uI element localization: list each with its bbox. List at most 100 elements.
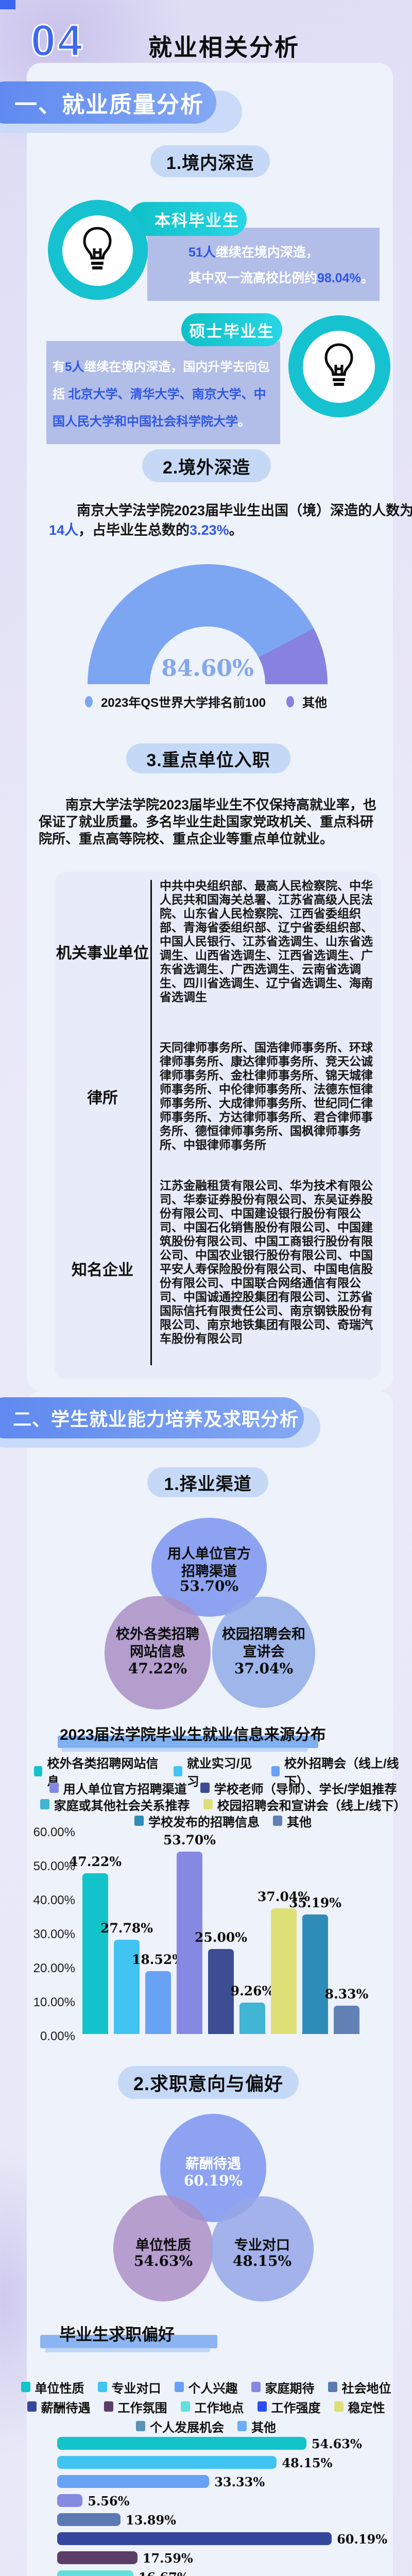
legend-item: 其他 xyxy=(273,1812,312,1830)
bachelor-panel: 51人继续在境内深造， 其中双一流高校比例约98.04%。 xyxy=(147,228,380,301)
venn-label: 薪酬待遇 xyxy=(185,2156,241,2172)
table-divider xyxy=(150,880,152,1365)
venn-pct: 60.19% xyxy=(183,2172,243,2189)
text-line: 括 北京大学、清华大学、南京大学、中 xyxy=(53,387,266,401)
venn-label: 单位性质 xyxy=(135,2238,191,2253)
legend-swatch-icon xyxy=(334,2401,344,2412)
legend-swatch-icon xyxy=(34,1766,43,1776)
page-title: 就业相关分析 xyxy=(148,34,300,61)
chart-title-pref: 毕业生求职偏好 xyxy=(59,2325,175,2344)
venn-label: 校外各类招聘 xyxy=(116,1626,199,1642)
legend-source-chart: 校外各类招聘网站信息 就业实习/见习 校外招聘会（线上/线下） 用人单位官方招聘渠道学… xyxy=(34,1757,412,1829)
intro-line: 院所、重点高等院校、重点企业等重点单位就业。 xyxy=(39,831,334,846)
venn-label: 宣讲会 xyxy=(243,1644,285,1659)
legend-item: 个人发展机会 xyxy=(136,2417,224,2435)
legend-label: 用人单位官方招聘渠道 xyxy=(63,1782,187,1797)
legend-swatch-icon xyxy=(174,2382,184,2392)
legend-label: 其他 xyxy=(287,1815,312,1829)
employers-table xyxy=(55,872,381,1380)
legend-label: 校园招聘会和宣讲会（线上/线下） xyxy=(217,1799,406,1813)
legend-item: 稳定性 xyxy=(334,2398,385,2416)
legend-item: 其他 xyxy=(237,2417,276,2435)
legend-label: 其他 xyxy=(251,2420,276,2435)
legend-label: 工作地点 xyxy=(194,2401,244,2415)
employers-intro: 南京大学法学院2023届毕业生不仅保持高就业率，也 保证了就业质量。多名毕业生赴国… xyxy=(39,796,387,848)
legend-label: 家庭或其他社会关系推荐 xyxy=(54,1799,190,1813)
legend-swatch-icon xyxy=(271,1766,280,1776)
legend-item: 工作强度 xyxy=(257,2398,321,2416)
legend-swatch-icon xyxy=(40,1799,49,1809)
pill-abroad: 2.境外深造 xyxy=(142,449,271,482)
row-label: 机关事业单位 xyxy=(56,945,149,962)
legend-swatch-icon xyxy=(97,2382,107,2392)
banner-quality-label: 一、就业质量分析 xyxy=(0,81,216,124)
bachelor-tag: 本科毕业生 xyxy=(129,202,247,236)
row-text: 江苏金融租赁有限公司、华为技术有限公司、华泰证券股份有限公司、东吴证券股份有限公… xyxy=(160,1179,373,1345)
abroad-paragraph: 南京大学法学院2023届毕业生出国（境）深造的人数为 14人，占毕业生总数的3.2… xyxy=(49,501,412,540)
legend-row: 薪酬待遇 工作氛围 工作地点 工作强度 稳定性 xyxy=(27,2397,385,2416)
lightbulb-icon xyxy=(322,342,355,392)
venn-pct: 37.04% xyxy=(234,1660,294,1677)
legend-label: 专业对口 xyxy=(111,2381,161,2396)
legend-item: 2023年QS世界大学排名前100 xyxy=(84,692,266,710)
pill-domestic: 1.境内深造 xyxy=(150,145,270,177)
legend-label: 个人发展机会 xyxy=(150,2420,224,2435)
legend-row: 家庭或其他社会关系推荐 校园招聘会和宣讲会（线上/线下） xyxy=(40,1795,406,1814)
legend-swatch-icon xyxy=(200,1783,210,1793)
row-label: 律所 xyxy=(87,1090,118,1107)
legend-swatch-icon xyxy=(27,2401,37,2412)
master-circle-inner xyxy=(303,331,375,403)
legend-item: 单位性质 xyxy=(21,2378,84,2396)
legend-swatch-icon xyxy=(136,2421,145,2431)
lightbulb-icon xyxy=(81,226,114,275)
legend-label: 2023年QS世界大学排名前100 xyxy=(100,696,266,710)
legend-item: 家庭期待 xyxy=(251,2378,315,2396)
legend-item: 就业实习/见习 xyxy=(174,1753,258,1789)
legend-label: 稳定性 xyxy=(348,2401,385,2415)
legend-swatch-icon xyxy=(237,2421,247,2431)
text-line: 14人，占毕业生总数的3.23%。 xyxy=(49,522,243,538)
pill-intent: 2.求职意向与偏好 xyxy=(118,2066,299,2099)
legend-label: 校外各类招聘网站信息 xyxy=(47,1757,159,1789)
legend-swatch-icon xyxy=(273,1816,282,1826)
master-panel: 有5人继续在境内深造，国内升学去向包括 北京大学、清华大学、南京大学、中 国人民大… xyxy=(46,341,280,444)
legend-item: 校外招聘会（线上/线下） xyxy=(271,1753,412,1789)
venn-label: 网站信息 xyxy=(130,1644,185,1659)
venn-pct: 54.63% xyxy=(133,2252,193,2269)
legend-pref-chart: 单位性质 专业对口 个人兴趣 家庭期待 社会地位 薪酬待遇 工作氛围 工作地点 工作强度 稳定性个… xyxy=(0,2377,412,2436)
intro-line: 保证了就业质量。多名毕业生赴国家党政机关、重点科研 xyxy=(39,814,374,829)
legend-item: 工作地点 xyxy=(180,2398,244,2416)
section-number: 04 xyxy=(30,15,84,66)
legend-row: 学校发布的招聘信息 其他 xyxy=(134,1812,312,1829)
venn-label: 专业对口 xyxy=(234,2238,290,2253)
legend-swatch-icon xyxy=(21,2382,30,2392)
legend-swatch-icon xyxy=(174,1766,182,1776)
venn-circle-orgtype xyxy=(113,2195,213,2301)
banner-analysis-label: 二、学生就业能力培养及求职分析 xyxy=(0,1397,304,1438)
title-highlight xyxy=(40,2335,217,2348)
legend-label: 单位性质 xyxy=(35,2381,84,2396)
row-text: 天同律师事务所、国浩律师事务所、环球律师事务所、康达律师事务所、竞天公诚律师事务… xyxy=(160,1041,373,1151)
venn-label: 用人单位官方 xyxy=(167,1546,251,1562)
legend-row: 单位性质 专业对口 个人兴趣 家庭期待 社会地位 xyxy=(21,2377,391,2397)
legend-label: 就业实习/见习 xyxy=(186,1757,252,1789)
legend-swatch-icon xyxy=(104,2401,113,2412)
venn-label: 招聘渠道 xyxy=(181,1564,237,1579)
legend-swatch-icon xyxy=(251,2382,261,2392)
text-line: 有5人继续在境内深造，国内升学去向包 xyxy=(53,360,270,374)
legend-item: 校园招聘会和宣讲会（线上/线下） xyxy=(203,1795,406,1814)
legend-item: 学校老师（导师）、学长/学姐推荐 xyxy=(200,1779,397,1797)
legend-label: 学校发布的招聘信息 xyxy=(148,1815,260,1829)
corner-accent xyxy=(0,0,15,9)
legend-label: 学校老师（导师）、学长/学姐推荐 xyxy=(214,1782,397,1797)
legend-item: 其他 xyxy=(286,692,327,710)
legend-item: 家庭或其他社会关系推荐 xyxy=(40,1795,190,1814)
legend-dot-icon xyxy=(84,696,93,707)
legend-item: 个人兴趣 xyxy=(174,2378,238,2396)
pill-channel: 1.择业渠道 xyxy=(147,1467,268,1497)
venn-circle-websites xyxy=(105,1596,211,1709)
venn-pct: 47.22% xyxy=(128,1660,187,1677)
legend-label: 社会地位 xyxy=(341,2381,391,2396)
legend-label: 工作氛围 xyxy=(117,2401,167,2415)
